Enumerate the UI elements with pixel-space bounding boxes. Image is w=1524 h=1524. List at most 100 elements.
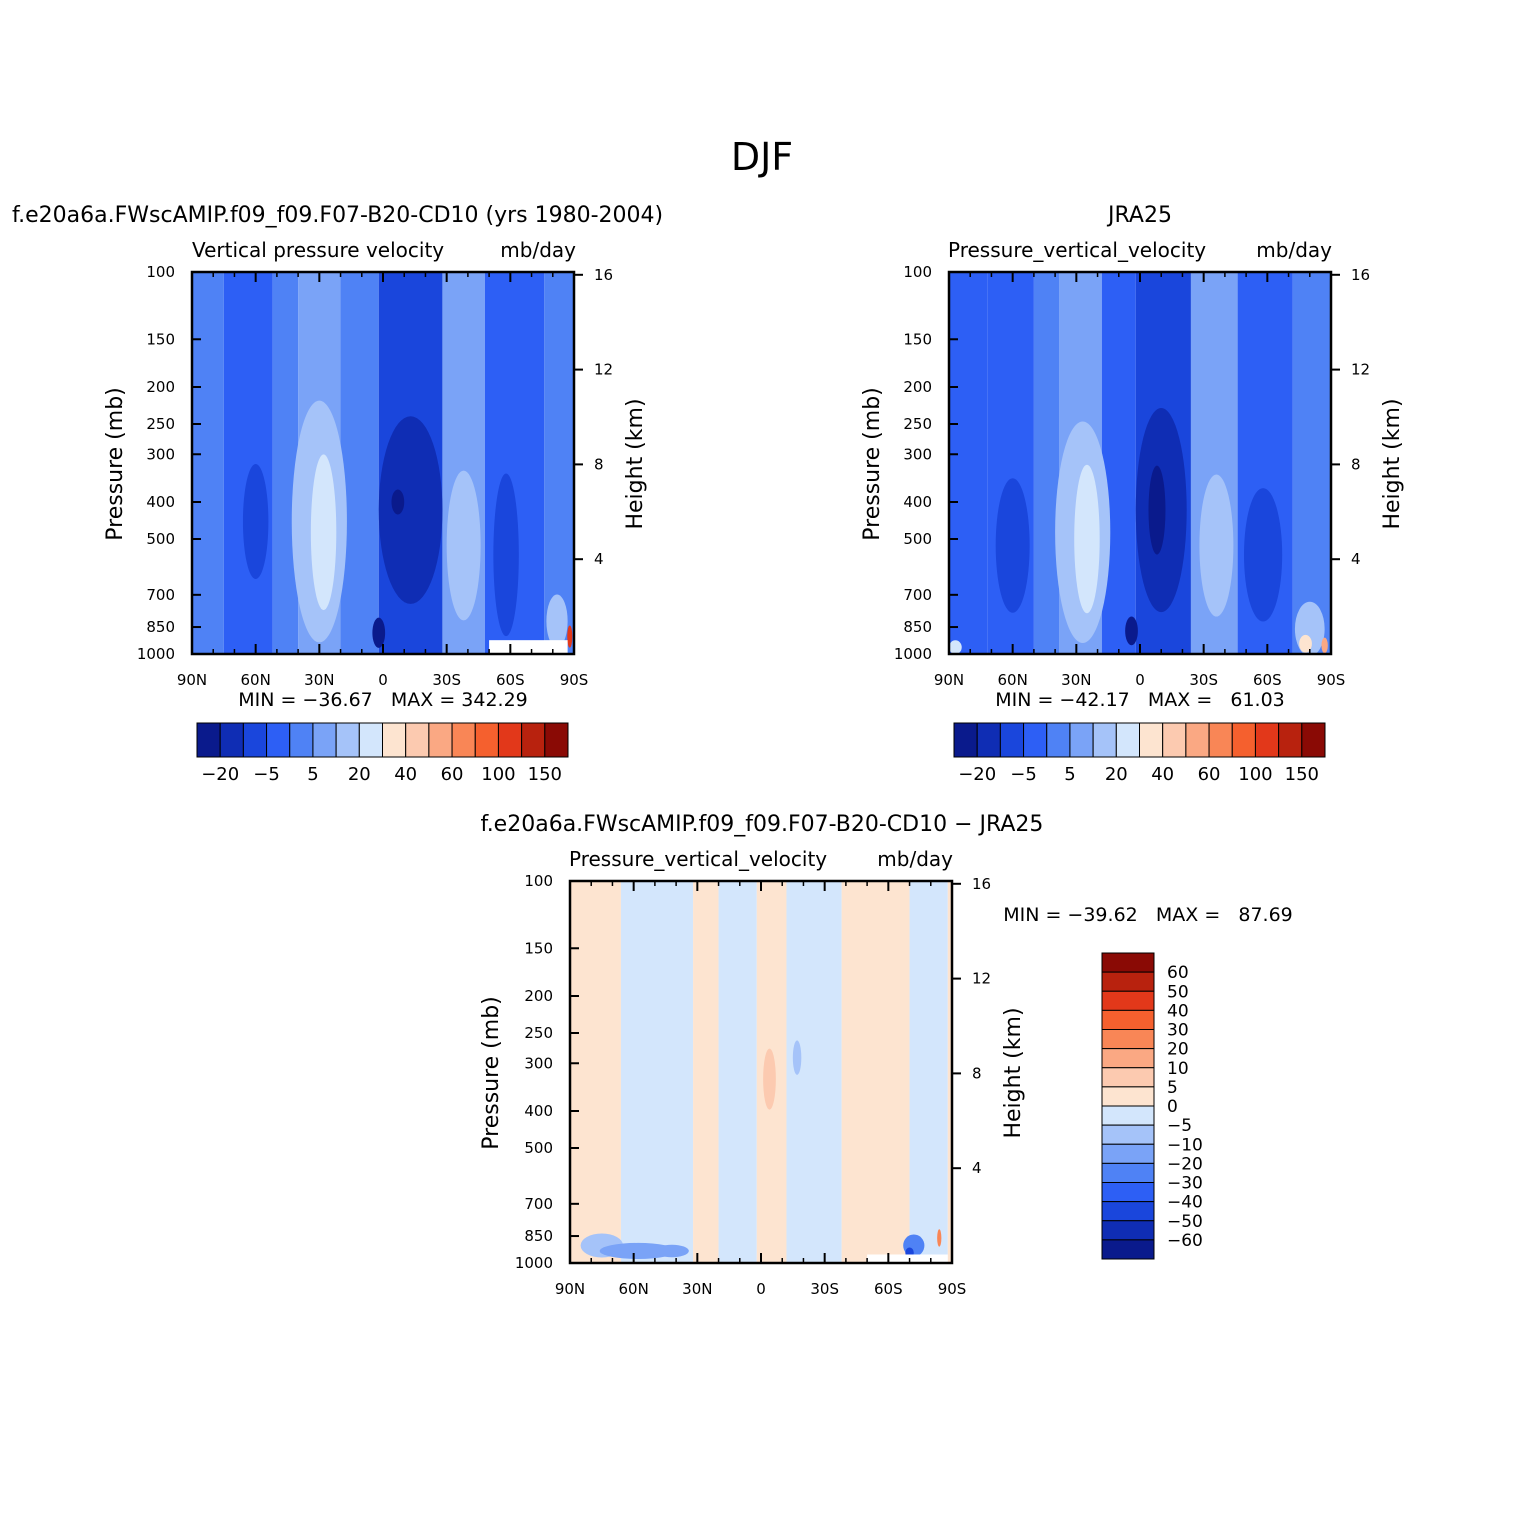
contour-field xyxy=(192,272,574,654)
colorbar: −20 −5 5 20 40 60 100 150 xyxy=(196,722,569,785)
contour-region xyxy=(378,416,443,604)
y-tick-label: 250 xyxy=(903,415,932,433)
colorbar-swatch xyxy=(1101,990,1155,1011)
colorbar-label: 20 xyxy=(1167,1040,1189,1060)
y-tick-label: 850 xyxy=(524,1227,553,1245)
y2-tick-label: 4 xyxy=(972,1159,982,1177)
colorbar-swatch xyxy=(1101,1105,1155,1126)
x-tick-label: 30N xyxy=(1061,671,1091,689)
colorbar-swatch xyxy=(1101,971,1155,992)
y2-tick-label: 16 xyxy=(972,875,991,893)
y-tick-label: 850 xyxy=(903,618,932,636)
colorbar-swatch xyxy=(382,722,407,758)
colorbar-label: −5 xyxy=(1010,764,1037,785)
variable-name: Pressure_vertical_velocity xyxy=(569,847,827,871)
colorbar-swatch xyxy=(999,722,1025,758)
colorbar-swatch xyxy=(312,722,337,758)
colorbar-swatch xyxy=(358,722,383,758)
colorbar-swatch xyxy=(521,722,546,758)
contour-band xyxy=(192,272,224,654)
colorbar-swatch xyxy=(1231,722,1256,758)
y-tick-label: 150 xyxy=(903,330,932,348)
x-tick-label: 30S xyxy=(1189,671,1218,689)
colorbar-swatch xyxy=(976,722,1001,758)
y2-axis-label: Height (km) xyxy=(623,398,648,529)
colorbar-label: 150 xyxy=(528,764,562,785)
y-tick-label: 500 xyxy=(903,530,932,548)
units-label: mb/day xyxy=(500,238,576,262)
colorbar-label: 5 xyxy=(307,764,318,785)
colorbar-swatch xyxy=(428,722,453,758)
y2-tick-label: 4 xyxy=(1351,550,1361,568)
colorbar-label: −40 xyxy=(1167,1193,1203,1213)
contour-band xyxy=(223,272,273,654)
contour-band xyxy=(841,881,910,1263)
page-title: DJF xyxy=(731,135,793,179)
x-tick-label: 30N xyxy=(682,1280,712,1298)
panel-difference: f.e20a6a.FWscAMIP.f09_f09.F07-B20-CD10 −… xyxy=(479,812,1293,1298)
colorbar-swatch xyxy=(497,722,523,758)
y-tick-label: 300 xyxy=(903,445,932,463)
colorbar-label: 100 xyxy=(1238,764,1272,785)
colorbar-swatch xyxy=(544,722,569,758)
y2-tick-label: 8 xyxy=(1351,455,1361,473)
y-tick-label: 250 xyxy=(146,415,175,433)
contour-band xyxy=(570,881,621,1263)
colorbar-label: 60 xyxy=(1198,764,1221,785)
y-tick-label: 100 xyxy=(524,872,553,890)
y-tick-label: 700 xyxy=(524,1195,553,1213)
x-tick-label: 0 xyxy=(1135,671,1145,689)
contour-band xyxy=(693,881,719,1263)
contour-region xyxy=(1321,637,1328,654)
contour-band xyxy=(909,881,948,1263)
contour-region xyxy=(1074,464,1100,614)
colorbar-label: 60 xyxy=(1167,963,1189,983)
colorbar-swatch xyxy=(1046,722,1071,758)
x-tick-label: 90N xyxy=(934,671,964,689)
colorbar-label: 5 xyxy=(1064,764,1075,785)
panel-title: JRA25 xyxy=(1106,203,1172,228)
colorbar-swatch xyxy=(1101,1124,1155,1145)
contour-region xyxy=(310,454,337,611)
contour-region xyxy=(1243,488,1283,622)
contour-band xyxy=(947,881,952,1263)
x-tick-label: 30S xyxy=(432,671,461,689)
y2-tick-label: 12 xyxy=(1351,361,1370,379)
y-tick-label: 1000 xyxy=(894,645,932,663)
y-tick-label: 200 xyxy=(903,378,932,396)
panel-reanalysis: JRA25 Pressure_vertical_velocity mb/day … xyxy=(860,203,1405,785)
colorbar-swatch xyxy=(1101,1201,1155,1222)
contour-region xyxy=(546,594,568,648)
y-tick-label: 100 xyxy=(146,263,175,281)
colorbar-label: −50 xyxy=(1167,1212,1203,1232)
colorbar-swatch xyxy=(1069,722,1094,758)
colorbar-label: −20 xyxy=(958,764,996,785)
colorbar-label: 10 xyxy=(1167,1059,1189,1079)
colorbar: −20 −5 5 20 40 60 100 150 xyxy=(953,722,1326,785)
contour-band xyxy=(544,272,574,654)
x-tick-label: 90S xyxy=(560,671,589,689)
colorbar-swatch xyxy=(1301,722,1326,758)
colorbar-swatch xyxy=(474,722,499,758)
contour-region xyxy=(763,1048,776,1110)
x-tick-label: 30N xyxy=(304,671,334,689)
x-tick-label: 90S xyxy=(1317,671,1346,689)
y-tick-label: 400 xyxy=(524,1102,553,1120)
contour-region xyxy=(372,617,386,648)
contour-region xyxy=(792,1040,802,1075)
contour-region xyxy=(567,625,573,648)
x-tick-label: 60N xyxy=(241,671,271,689)
colorbar-label: −60 xyxy=(1167,1231,1203,1251)
colorbar-swatch xyxy=(1139,722,1164,758)
colorbar-label: 150 xyxy=(1285,764,1319,785)
contour-region xyxy=(1148,465,1166,555)
colorbar-swatch xyxy=(289,722,314,758)
colorbar-label: −30 xyxy=(1167,1174,1203,1194)
colorbar-label: 5 xyxy=(1167,1078,1178,1098)
colorbar-swatch xyxy=(1101,1009,1155,1030)
contour-field xyxy=(949,272,1331,654)
y-tick-label: 200 xyxy=(146,378,175,396)
colorbar-swatch xyxy=(1101,1239,1155,1260)
contour-region xyxy=(937,1229,942,1247)
